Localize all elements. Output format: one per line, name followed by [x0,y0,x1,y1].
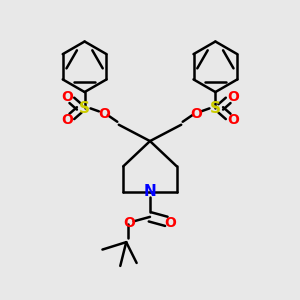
Text: O: O [61,113,73,127]
Text: O: O [98,107,110,121]
Text: O: O [164,216,176,230]
Text: O: O [227,89,239,103]
Text: O: O [227,113,239,127]
Text: O: O [61,89,73,103]
Text: O: O [190,107,202,121]
Text: O: O [123,216,135,230]
Text: S: S [210,101,221,116]
Text: S: S [79,101,90,116]
Text: N: N [144,184,156,199]
